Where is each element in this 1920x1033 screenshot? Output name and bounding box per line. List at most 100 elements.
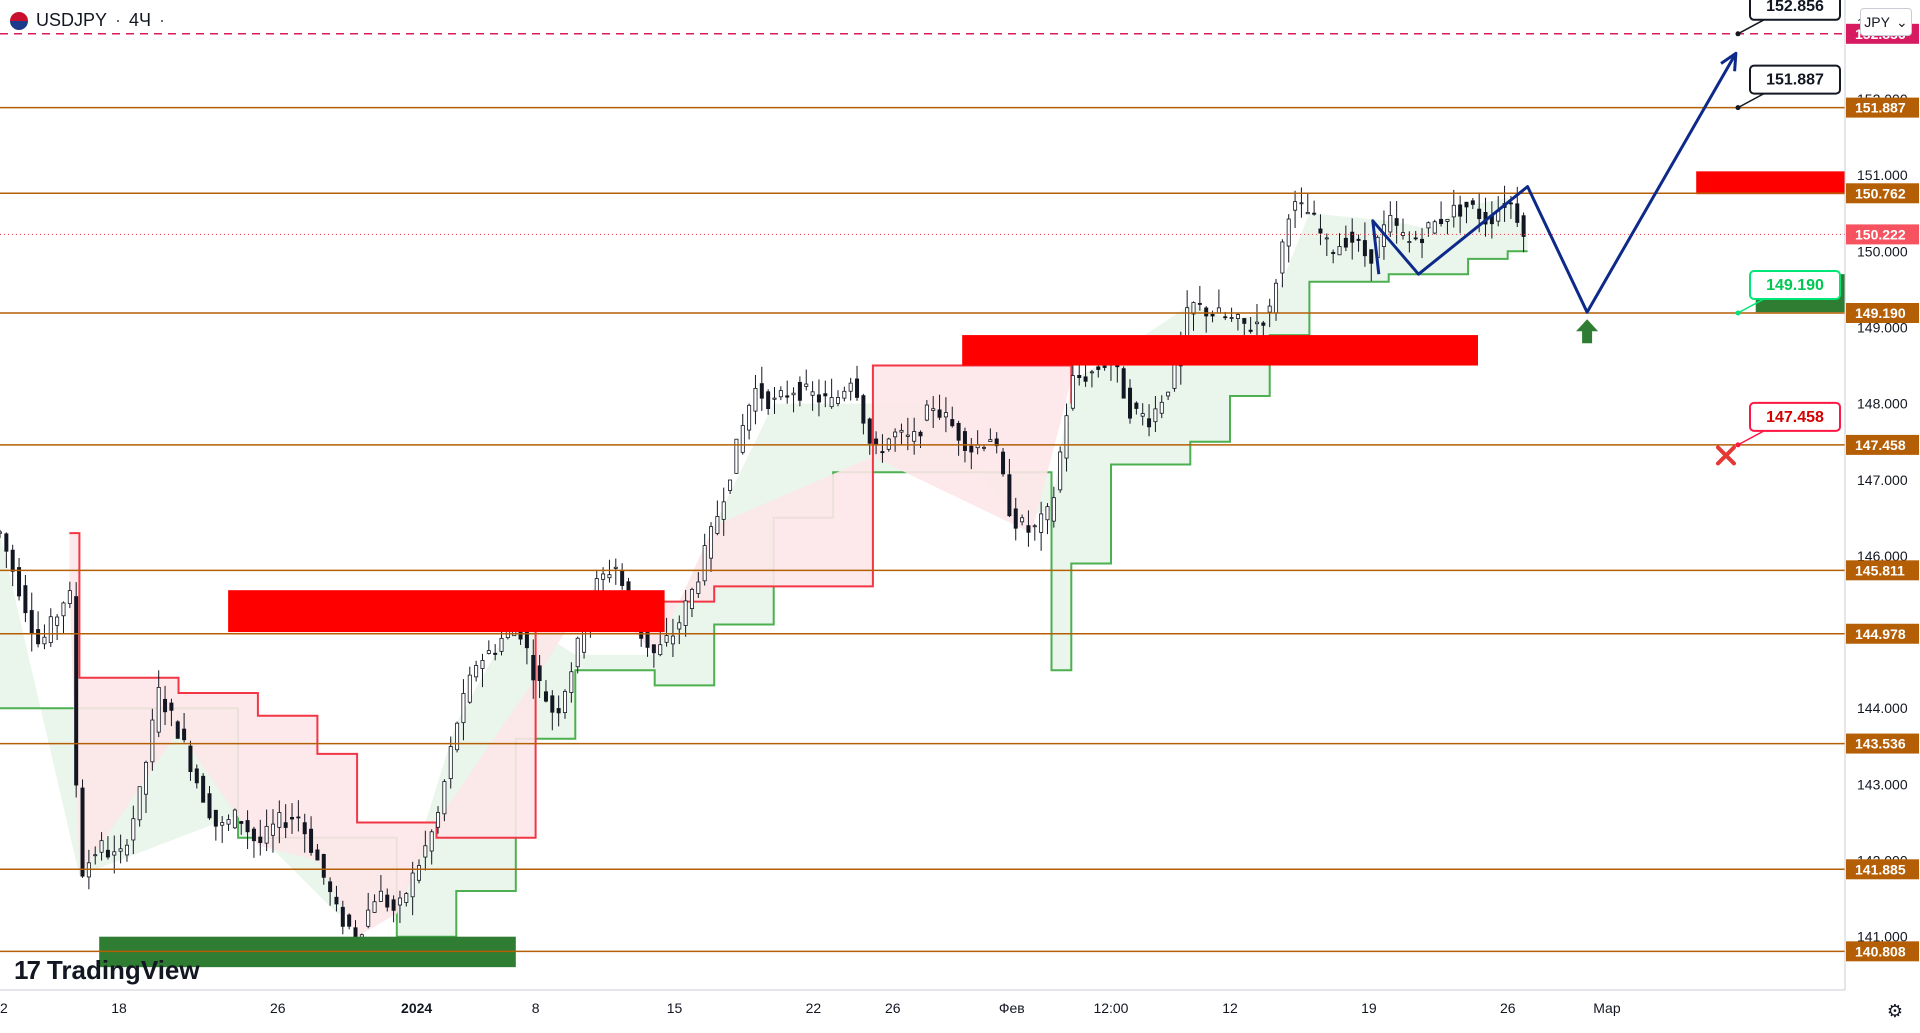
- candle-body: [880, 451, 885, 454]
- level-price-label: 143.536: [1855, 736, 1906, 752]
- callout-box: [1749, 269, 1841, 300]
- candle-body: [1413, 237, 1418, 240]
- x-tick-label: 26: [885, 1000, 901, 1016]
- candle-body: [575, 637, 580, 668]
- gear-icon[interactable]: ⚙: [1886, 1000, 1904, 1021]
- candle-body: [874, 438, 879, 446]
- x-tick-label: 26: [1500, 1000, 1516, 1016]
- candle-body: [651, 644, 656, 654]
- candle-body: [842, 390, 847, 399]
- candle-body: [429, 831, 434, 852]
- candle-body: [467, 674, 472, 703]
- candle-body: [582, 631, 587, 653]
- candle-body: [696, 581, 701, 594]
- candle-body: [175, 721, 180, 739]
- timeframe-label[interactable]: 4Ч: [129, 10, 152, 30]
- x-tick-label: 26: [270, 1000, 286, 1016]
- candle-body: [1223, 316, 1228, 319]
- candle-body: [778, 390, 783, 398]
- candle-body: [410, 872, 415, 898]
- candle-body: [493, 652, 498, 655]
- level-price-label-bg: [1846, 941, 1919, 962]
- candle-body: [1026, 525, 1031, 533]
- candle-body: [461, 693, 466, 724]
- candle-body: [670, 635, 675, 645]
- candle-body: [1267, 305, 1272, 313]
- candle-body: [855, 378, 860, 398]
- candle-body: [524, 631, 529, 649]
- candle-body: [1235, 314, 1240, 319]
- candle-body: [1280, 241, 1285, 274]
- candle-body: [1286, 218, 1291, 247]
- candle-body: [150, 719, 155, 763]
- candle-body: [550, 695, 555, 713]
- candle-body: [1458, 204, 1463, 217]
- candle-body: [905, 434, 910, 437]
- candle-body: [328, 881, 333, 893]
- candle-body: [1439, 218, 1444, 224]
- candle-body: [372, 901, 377, 913]
- candle-body: [404, 893, 409, 903]
- candle-body: [1204, 307, 1209, 317]
- candle-body: [1051, 497, 1056, 522]
- x-tick-label: 12:00: [1093, 1000, 1128, 1016]
- candle-body: [1254, 321, 1259, 325]
- candle-body: [480, 660, 485, 669]
- callout-anchor: [1735, 442, 1741, 448]
- candle-body: [1216, 307, 1221, 314]
- x-tick-label: 19: [1361, 1000, 1377, 1016]
- candle-body: [23, 585, 28, 614]
- callout-anchor: [1735, 310, 1741, 316]
- candle-body: [163, 698, 168, 713]
- candle-body: [0, 531, 3, 534]
- candle-body: [759, 383, 764, 399]
- candle-body: [1337, 246, 1342, 256]
- candle-body: [569, 671, 574, 693]
- level-price-label: 150.762: [1855, 185, 1906, 201]
- candle-body: [416, 865, 421, 881]
- candle-body: [988, 439, 993, 442]
- candle-body: [702, 545, 707, 582]
- level-price-label-bg: [1846, 859, 1919, 880]
- candle-body: [118, 848, 123, 852]
- callout-anchor: [1735, 105, 1741, 111]
- candle-body: [861, 395, 866, 424]
- candle-body: [378, 890, 383, 902]
- candle-body: [131, 818, 136, 841]
- candle-body: [1001, 451, 1006, 475]
- candle-body: [785, 395, 790, 398]
- candle-body: [1420, 238, 1425, 244]
- candle-body: [67, 590, 72, 604]
- candle-body: [715, 516, 720, 534]
- currency-selector[interactable]: JPY ⌄: [1860, 8, 1912, 36]
- candle-body: [1140, 413, 1145, 417]
- stop-cross-icon: [1715, 445, 1736, 466]
- candle-body: [867, 418, 872, 444]
- y-tick-label: 148.000: [1857, 396, 1908, 412]
- candle-body: [112, 851, 117, 856]
- candle-body: [340, 906, 345, 927]
- candle-body: [245, 820, 250, 833]
- candle-body: [543, 691, 548, 702]
- candle-body: [829, 397, 834, 408]
- candle-body: [55, 616, 60, 626]
- candle-body: [728, 479, 733, 491]
- candle-body: [766, 391, 771, 409]
- symbol-header[interactable]: USDJPY · 4Ч ·: [10, 10, 165, 31]
- candle-body: [664, 635, 669, 643]
- x-tick-label: 12: [0, 1000, 8, 1016]
- candle-body: [144, 761, 149, 795]
- symbol-name: USDJPY: [36, 10, 108, 30]
- y-tick-label: 151.000: [1857, 167, 1908, 183]
- candle-body: [1343, 237, 1348, 248]
- candle-body: [4, 533, 9, 552]
- trailing-stop-down-line: [69, 364, 1073, 839]
- candle-body: [931, 408, 936, 411]
- candle-body: [1464, 201, 1469, 208]
- candle-body: [753, 387, 758, 412]
- tradingview-logo: 17 TradingView: [14, 955, 200, 986]
- candle-body: [943, 412, 948, 418]
- level-price-label: 151.887: [1855, 100, 1906, 116]
